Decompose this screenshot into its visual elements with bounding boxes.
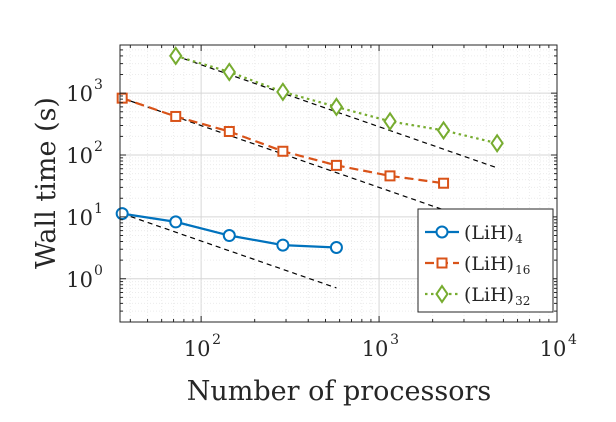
legend-label-subscript: 4 [515,232,523,246]
data-point-circle [222,229,236,243]
legend-label: (LiH) [464,222,514,244]
plot-frame [119,44,558,323]
data-point-diamond [435,284,449,304]
legend-label: (LiH) [464,284,514,306]
data-point-circle [169,215,183,229]
data-point-diamond [329,97,344,117]
y-axis-title: Wall time (s) [31,97,62,269]
data-point-diamond [222,62,237,82]
legend-entry: (LiH) 4 [425,222,523,246]
data-point-circle [276,238,290,252]
y-tick-label: 10 [66,268,93,292]
data-point-square [384,170,396,182]
x-tick-label-exponent: 4 [568,332,577,348]
x-tick-label-exponent: 3 [390,332,399,348]
data-point-square [436,257,448,269]
x-tick-label-exponent: 2 [212,332,221,348]
data-point-square [277,145,289,157]
legend-entry: (LiH) 32 [425,284,530,308]
data-point-diamond [490,133,504,153]
legend-entry: (LiH) 16 [425,253,530,277]
data-point-square [170,110,182,122]
data-point-square [116,92,128,104]
y-tick-label: 10 [66,144,93,168]
series-1 [115,207,343,255]
ideal-scaling-line [121,213,337,289]
data-point-circle [115,207,129,221]
data-point-square [438,177,450,189]
legend-label: (LiH) [464,253,514,275]
x-tick-label: 10 [184,337,211,361]
series-2 [116,92,450,189]
legend-label-subscript: 32 [515,294,530,308]
tick-labels: 10 2 10 3 10 410 010 110 210 3 [66,77,577,361]
data-point-diamond [276,82,290,102]
legend-label-subscript: 16 [515,263,530,277]
data-point-diamond [169,46,183,66]
data-point-diamond [436,120,451,141]
ticks [120,44,558,323]
data-point-diamond [383,111,397,132]
y-tick-label-exponent: 0 [94,263,103,279]
y-tick-label-exponent: 2 [94,139,103,155]
x-axis-title: Number of processors [187,376,491,407]
series [115,46,504,255]
y-tick-label: 10 [66,206,93,230]
series-3 [169,46,504,153]
x-tick-label: 10 [362,337,389,361]
data-point-square [223,125,235,137]
y-tick-label: 10 [66,82,93,106]
data-point-square [330,159,342,171]
y-tick-label-exponent: 3 [94,77,103,93]
data-point-circle [435,225,449,239]
y-tick-label-exponent: 1 [94,201,103,217]
x-tick-label: 10 [540,337,567,361]
legend: (LiH) 4(LiH) 16(LiH) 32 [417,208,554,313]
data-point-circle [329,241,343,255]
